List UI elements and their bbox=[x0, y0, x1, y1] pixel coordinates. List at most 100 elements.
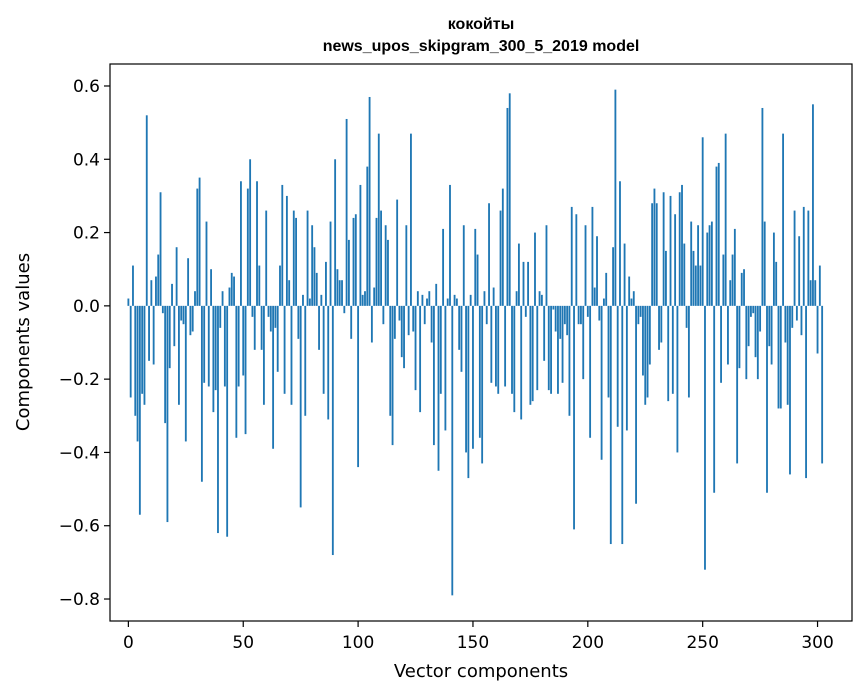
bar bbox=[251, 305, 254, 317]
bar bbox=[460, 305, 463, 372]
bar bbox=[281, 184, 284, 306]
bar bbox=[345, 118, 348, 306]
bar bbox=[582, 305, 585, 380]
bar bbox=[262, 305, 265, 405]
bar bbox=[194, 291, 196, 306]
bar bbox=[694, 265, 697, 306]
bar bbox=[793, 210, 796, 306]
bar bbox=[731, 254, 734, 306]
bar bbox=[203, 305, 206, 383]
bar bbox=[545, 225, 548, 306]
bar bbox=[733, 228, 736, 306]
bar bbox=[331, 305, 334, 556]
bar bbox=[508, 93, 511, 306]
bar bbox=[768, 305, 771, 347]
bar bbox=[145, 115, 148, 306]
bar bbox=[754, 305, 757, 358]
bar bbox=[235, 305, 238, 438]
bar bbox=[341, 280, 343, 306]
chart-subtitle: news_upos_skipgram_300_5_2019 model bbox=[323, 38, 640, 55]
bar bbox=[692, 250, 695, 306]
bar bbox=[671, 305, 674, 394]
bar bbox=[279, 265, 281, 306]
bar bbox=[644, 305, 647, 405]
bar bbox=[127, 298, 130, 306]
bar bbox=[419, 305, 422, 413]
bar bbox=[527, 261, 530, 306]
bar bbox=[665, 250, 667, 306]
bar bbox=[446, 298, 449, 306]
bar bbox=[563, 305, 566, 325]
bar bbox=[171, 283, 173, 306]
bar bbox=[662, 192, 665, 306]
bar bbox=[361, 294, 364, 306]
bar bbox=[467, 305, 470, 479]
bar bbox=[743, 269, 745, 306]
bar bbox=[423, 305, 426, 325]
bar bbox=[258, 265, 261, 306]
bar bbox=[412, 305, 415, 332]
bar bbox=[651, 203, 654, 306]
bar bbox=[770, 305, 773, 365]
bar bbox=[602, 298, 605, 306]
bar bbox=[642, 305, 644, 376]
bar bbox=[697, 225, 700, 306]
bar bbox=[740, 272, 743, 306]
bar bbox=[318, 305, 320, 350]
bar bbox=[430, 305, 433, 343]
bar bbox=[449, 184, 451, 306]
bar bbox=[196, 188, 199, 306]
bar bbox=[481, 305, 484, 464]
bar bbox=[322, 305, 325, 394]
bar bbox=[221, 291, 224, 306]
bar bbox=[166, 305, 169, 523]
bar bbox=[816, 305, 819, 354]
x-tick-label: 300 bbox=[801, 633, 833, 653]
bar bbox=[214, 305, 217, 391]
bar bbox=[242, 305, 245, 376]
bar bbox=[428, 291, 431, 306]
bar bbox=[779, 305, 782, 409]
bar bbox=[143, 305, 146, 405]
bar bbox=[690, 221, 693, 306]
bar bbox=[540, 294, 543, 306]
bar bbox=[469, 294, 472, 306]
bar bbox=[529, 305, 532, 405]
bar bbox=[639, 305, 642, 317]
bar bbox=[407, 305, 410, 336]
bar bbox=[628, 276, 631, 306]
bar bbox=[713, 305, 716, 493]
bar bbox=[745, 305, 748, 380]
bar bbox=[462, 225, 465, 306]
bar bbox=[168, 305, 171, 369]
bar bbox=[750, 305, 752, 317]
bar bbox=[338, 280, 341, 306]
bar bbox=[210, 269, 212, 306]
bar bbox=[570, 206, 573, 306]
bar bbox=[403, 305, 405, 369]
bar bbox=[784, 305, 787, 343]
bar-series bbox=[127, 89, 824, 596]
bar bbox=[233, 276, 235, 306]
bar bbox=[795, 305, 798, 321]
bar bbox=[646, 305, 649, 398]
bar bbox=[334, 159, 337, 306]
bar bbox=[164, 305, 167, 424]
bar bbox=[605, 272, 608, 306]
bar bbox=[772, 232, 775, 306]
bar bbox=[182, 305, 185, 325]
bar bbox=[600, 305, 603, 460]
bar bbox=[589, 305, 592, 438]
bar bbox=[212, 305, 215, 413]
x-tick-label: 0 bbox=[123, 633, 134, 653]
bar bbox=[632, 291, 635, 306]
bar bbox=[538, 291, 541, 306]
bar bbox=[568, 305, 571, 416]
bar bbox=[747, 305, 750, 347]
bar bbox=[580, 305, 582, 325]
bar bbox=[384, 225, 387, 306]
bar bbox=[759, 305, 762, 332]
bar bbox=[676, 305, 679, 453]
bar bbox=[400, 305, 403, 358]
y-axis-ticks: −0.8 −0.6 −0.4 −0.2 0.0 0.2 0.4 0.6 bbox=[59, 77, 110, 610]
